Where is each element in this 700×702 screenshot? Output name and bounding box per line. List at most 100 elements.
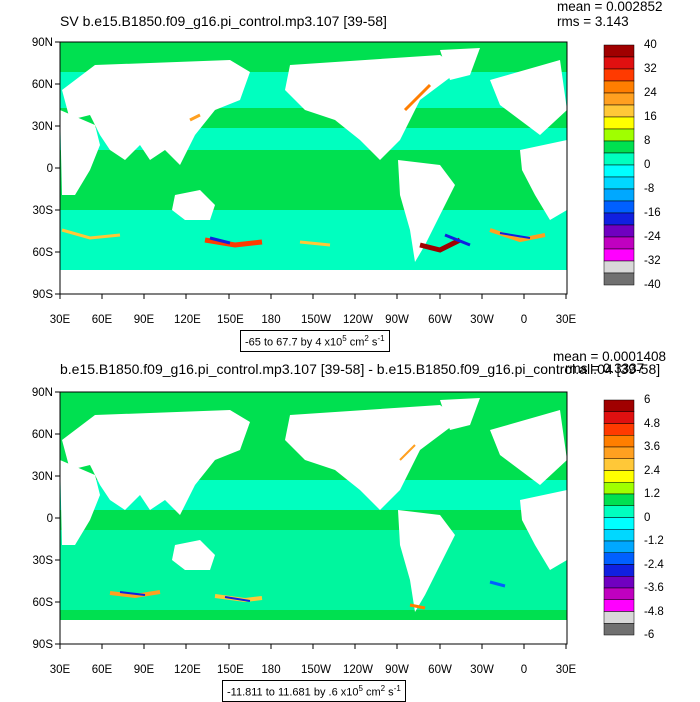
colorbar-swatch <box>603 599 635 612</box>
lon-label: 0 <box>520 314 528 326</box>
colorbar-label: 6 <box>644 394 651 406</box>
colorbar-swatch <box>603 236 635 250</box>
colorbar-label: -24 <box>644 231 661 243</box>
greenland-land <box>440 398 480 430</box>
lon-ticks <box>59 294 567 299</box>
colorbar-swatch <box>603 116 635 130</box>
lon-label: 30E <box>555 314 577 326</box>
australia-land <box>172 540 215 570</box>
lon-label: 90W <box>385 664 409 676</box>
colorbar-label: -4.8 <box>644 605 664 618</box>
lat-label: 90S <box>32 289 53 301</box>
colorbar-swatch <box>603 470 635 483</box>
lon-label: 120W <box>343 314 374 326</box>
lat-label: 0 <box>46 513 53 525</box>
colorbar-swatch <box>603 529 635 542</box>
map-plot-1 <box>55 41 635 299</box>
colorbar-label: -16 <box>644 207 661 219</box>
colorbar-swatch <box>603 248 635 262</box>
colorbar-swatch <box>603 152 635 166</box>
australia-land <box>172 190 215 220</box>
colorbar-swatch <box>603 224 635 238</box>
lat-label: 0 <box>46 163 53 175</box>
africa-east-land <box>520 140 567 220</box>
colorbar-swatch <box>603 435 635 448</box>
lon-label: 90E <box>133 314 155 326</box>
africa-east-land <box>520 490 567 570</box>
colorbar-label: -1.2 <box>644 535 664 547</box>
africa-land <box>60 460 100 545</box>
lat-label: 60S <box>32 597 53 609</box>
south-america-land <box>398 510 455 612</box>
colorbar <box>603 399 635 636</box>
colorbar-swatch <box>603 611 635 624</box>
lon-label: 60W <box>428 314 452 326</box>
lon-label: 150E <box>217 314 244 326</box>
colorbar-swatch <box>603 176 635 190</box>
map-panel-2: b.e15.B1850.f09_g16.pi_control.mp3.107 [… <box>0 349 700 702</box>
colorbar-label: -32 <box>644 255 661 267</box>
antarctica-land <box>60 620 567 644</box>
colorbar-label: 3.6 <box>644 441 660 453</box>
lat-label: 30N <box>31 471 53 483</box>
lon-label: 120W <box>343 664 374 676</box>
colorbar-swatch <box>603 576 635 589</box>
lat-label: 60S <box>32 247 53 259</box>
colorbar-swatch <box>603 56 635 70</box>
colorbar-swatch <box>603 505 635 518</box>
eurasia-land <box>62 410 250 515</box>
lon-label: 120E <box>174 314 201 326</box>
continents <box>60 48 567 262</box>
colorbar-label: -8 <box>644 183 655 195</box>
colorbar-label: -40 <box>644 279 661 291</box>
colorbar-label: 0 <box>644 511 651 524</box>
colorbar-swatch <box>603 482 635 495</box>
colorbar-label: 32 <box>644 63 657 75</box>
europe-land <box>490 410 567 485</box>
lat-label: 90N <box>31 387 53 399</box>
greenland-land <box>440 48 480 80</box>
colorbar-swatch <box>603 164 635 178</box>
map-title: b.e15.B1850.f09_g16.pi_control.mp3.107 [… <box>60 361 661 377</box>
mean-label: mean = 0.0001408 <box>553 349 666 364</box>
rms-label: rms = 0.3337 <box>565 361 645 376</box>
lon-label: 30E <box>555 664 577 676</box>
colorbar-swatch <box>603 446 635 459</box>
colorbar-swatch <box>603 272 635 286</box>
colorbar-swatch <box>603 399 635 412</box>
lon-label: 180 <box>261 664 281 676</box>
antarctica-land <box>60 270 567 294</box>
lon-ticks <box>59 644 567 649</box>
colorbar-swatch <box>603 140 635 154</box>
colorbar-swatch <box>603 92 635 106</box>
colorbar-label: 16 <box>644 111 657 123</box>
colorbar-label: 2.4 <box>644 464 660 477</box>
lon-label: 180 <box>261 314 281 326</box>
colorbar-swatch <box>603 44 635 58</box>
lon-label: 60E <box>91 664 113 676</box>
ocean-band-equator <box>60 150 567 210</box>
lon-label: 90E <box>133 664 155 676</box>
colorbar-swatch <box>603 564 635 577</box>
lat-label: 60N <box>31 79 53 91</box>
colorbar-swatch <box>603 493 635 506</box>
lat-ticks <box>55 391 60 645</box>
continents <box>60 398 567 612</box>
colorbar-swatch <box>603 517 635 530</box>
map-panel-1: SV b.e15.B1850.f09_g16.pi_control.mp3.10… <box>0 0 700 352</box>
africa-land <box>60 110 100 195</box>
colorbar-swatch <box>603 104 635 118</box>
lon-label: 30W <box>470 314 494 326</box>
lat-label: 90S <box>32 639 53 651</box>
lon-label: 60E <box>91 314 113 326</box>
lat-label: 30S <box>32 555 53 567</box>
colorbar-label: 1.2 <box>644 488 660 500</box>
colorbar-swatch <box>603 458 635 471</box>
colorbar-label: -6 <box>644 629 655 641</box>
colorbar-swatch <box>603 260 635 274</box>
colorbar-swatch <box>603 80 635 94</box>
mean-label: mean = 0.002852 <box>557 0 663 14</box>
lat-label: 30N <box>31 121 53 133</box>
colorbar-swatch <box>603 212 635 226</box>
lon-label: 90W <box>385 314 409 326</box>
